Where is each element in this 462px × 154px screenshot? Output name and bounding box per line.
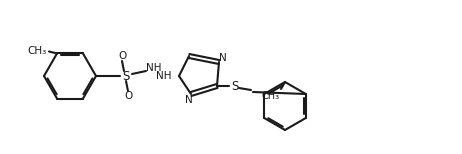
Text: NH: NH (156, 71, 171, 81)
Text: CH₃: CH₃ (27, 47, 47, 57)
Text: O: O (124, 91, 132, 101)
Text: N: N (219, 53, 227, 63)
Text: CH₃: CH₃ (262, 91, 280, 101)
Text: S: S (231, 79, 239, 93)
Text: NH: NH (146, 63, 162, 73)
Text: S: S (122, 69, 130, 83)
Text: N: N (185, 95, 193, 105)
Text: O: O (118, 51, 126, 61)
